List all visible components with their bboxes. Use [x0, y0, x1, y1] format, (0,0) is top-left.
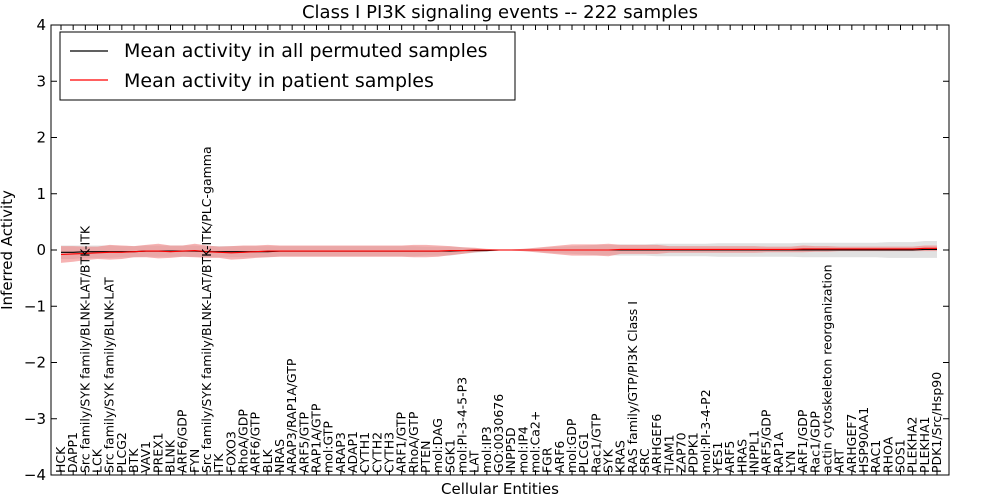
x-tick-label: ART	[832, 449, 847, 473]
x-tick-label: ARF5/GTP	[296, 412, 311, 473]
legend-label-patient: Mean activity in patient samples	[124, 70, 434, 92]
x-tick-label: FOXO3	[223, 431, 238, 473]
x-tick-label: PLCG2	[114, 432, 129, 473]
x-tick-label: mol:IP4	[515, 426, 530, 473]
x-tick-label: SYK	[601, 448, 616, 473]
series-band-1	[61, 243, 937, 263]
x-tick-label: KRAS	[613, 440, 628, 473]
x-tick-label: ARF5	[722, 441, 737, 473]
x-tick-label: FGR	[540, 447, 555, 473]
x-tick-label: BLNK	[163, 439, 178, 473]
x-tick-label: ARAP3	[333, 432, 348, 473]
x-tick-label: ADAP1	[345, 431, 360, 473]
x-tick-label: LYN	[783, 451, 798, 473]
x-tick-label: FYN	[187, 449, 202, 473]
x-tick-label: PLEKHA2	[905, 416, 920, 473]
x-tick-label: ARAP3/RAP1A/GTP	[284, 358, 299, 473]
y-tick-label: 0	[36, 241, 46, 259]
x-tick-label: ARF1/GTP	[394, 412, 409, 473]
x-tick-label: GO:0030676	[491, 394, 506, 473]
x-tick-label: SGK1	[442, 439, 457, 473]
x-tick-label: INPP5D	[503, 427, 518, 473]
x-tick-label: HSP90AA1	[856, 407, 871, 473]
x-tick-label: ARF5/GDP	[759, 409, 774, 473]
x-tick-label: DAPP1	[65, 432, 80, 473]
x-tick-label: RAP1A/GTP	[309, 403, 324, 473]
x-tick-label: BTK	[126, 448, 141, 473]
x-tick-label: Src family/SYK family/BLNK-LAT	[102, 277, 117, 473]
series-line-1	[60, 247, 937, 256]
x-tick-label: RhoA/GTP	[406, 411, 421, 473]
x-tick-label: PDK1/Src/Hsp90	[929, 372, 944, 473]
y-tick-label: 4	[36, 16, 46, 34]
x-tick-label: INPPL1	[747, 430, 762, 473]
x-tick-label: mol:GTP	[321, 421, 336, 473]
y-tick-label: 2	[36, 129, 46, 147]
x-tick-label: TIAM1	[661, 434, 676, 474]
x-tick-label: ARHGEF7	[844, 414, 859, 473]
x-tick-label: Rac1/GDP	[807, 411, 822, 473]
legend-box	[59, 31, 516, 101]
x-tick-label: mol:IP3	[479, 426, 494, 473]
x-tick-label: NRAS	[272, 439, 287, 473]
x-tick-label: PDPK1	[686, 432, 701, 473]
x-tick-label: PREX1	[150, 432, 165, 473]
y-tick-label: 1	[36, 185, 46, 203]
x-tick-label: mol:PI-3-4-5-P3	[455, 377, 470, 473]
x-tick-label: PLEKHA1	[917, 416, 932, 473]
x-tick-label: ARF6	[552, 441, 567, 473]
x-tick-label: HCK	[53, 446, 68, 473]
x-tick-label: ITK	[211, 453, 226, 473]
x-tick-label: RHOA	[880, 436, 895, 473]
x-tick-label: RhoA/GDP	[236, 409, 251, 473]
x-tick-label: VAV1	[138, 441, 153, 473]
x-tick-label: PLCG1	[576, 432, 591, 473]
legend-label-permuted: Mean activity in all permuted samples	[124, 40, 487, 62]
x-tick-label: RAP1A	[771, 432, 786, 473]
x-tick-label: CYTH2	[369, 432, 384, 473]
x-tick-label: ARF6/GTP	[248, 412, 263, 473]
x-tick-label: ARHGEF6	[649, 414, 664, 473]
x-tick-label: PTEN	[418, 441, 433, 473]
y-tick-label: 3	[36, 72, 46, 90]
chart-title: Class I PI3K signaling events -- 222 sam…	[302, 2, 698, 23]
x-tick-label: LAT	[467, 450, 482, 473]
legend: Mean activity in all permuted samples Me…	[59, 31, 516, 101]
x-tick-label: ARF1/GDP	[795, 409, 810, 473]
x-tick-label: BLK	[260, 448, 275, 473]
x-tick-label: ARF6/GDP	[175, 409, 190, 473]
x-tick-label: RAC1	[868, 440, 883, 473]
x-tick-label: ZAP70	[674, 432, 689, 473]
x-tick-label: CYTH3	[382, 432, 397, 473]
x-tick-label: SOS1	[893, 439, 908, 473]
x-tick-label: YES1	[710, 442, 725, 474]
x-tick-label: actin cytoskeleton reorganization	[820, 264, 835, 473]
y-tick-label: −4	[24, 466, 46, 484]
x-tick-label: SRC	[637, 448, 652, 473]
x-tick-label: Src family/SYK family/BLNK-LAT/BTK-ITK	[77, 225, 92, 473]
y-tick-label: −3	[24, 410, 46, 428]
x-tick-label: mol:DAG	[430, 418, 445, 473]
x-tick-label: CYTH1	[357, 432, 372, 473]
y-axis-label: Inferred Activity	[0, 190, 16, 310]
x-tick-label: mol:GDP	[564, 418, 579, 473]
x-tick-label: Src family/SYK family/BLNK-LAT/BTK-ITK/P…	[199, 146, 214, 473]
x-tick-label: LCK	[90, 448, 105, 473]
x-tick-label: RAS family/GTP/PI3K Class I	[625, 301, 640, 473]
x-tick-label: mol:Ca2+	[528, 411, 543, 473]
x-tick-label: mol:PI-3-4-P2	[698, 389, 713, 473]
x-axis-label: Cellular Entities	[441, 480, 559, 498]
y-tick-label: −2	[24, 354, 46, 372]
y-tick-label: −1	[24, 297, 46, 315]
x-tick-label: HRAS	[734, 439, 749, 473]
x-tick-label: Rac1/GTP	[588, 413, 603, 473]
